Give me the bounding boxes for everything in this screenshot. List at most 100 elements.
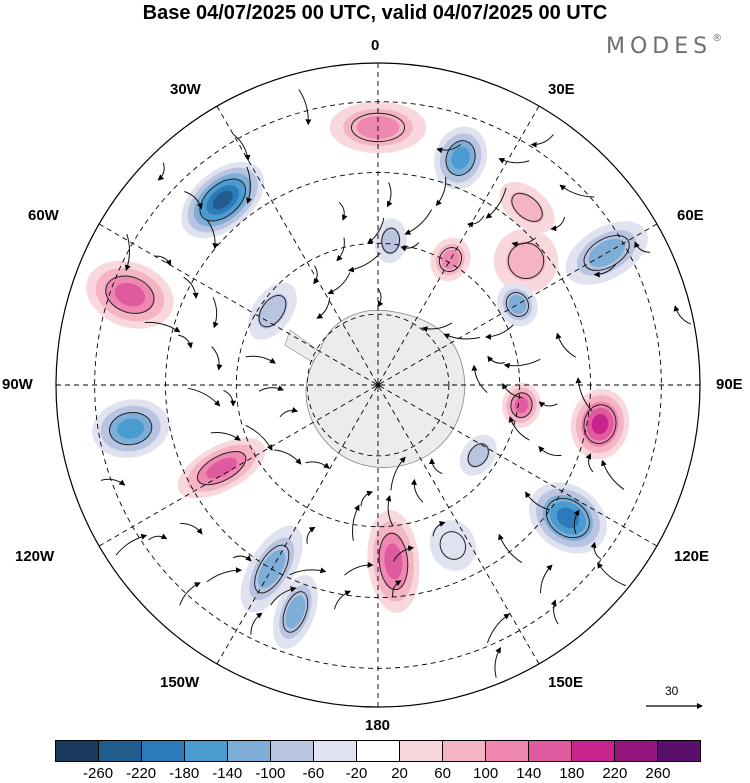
circulation-loop	[109, 411, 153, 446]
wind-vector	[484, 324, 514, 340]
brand-name: MODES	[606, 34, 713, 59]
circulation-loop	[510, 392, 533, 419]
lon-label-150w: 150W	[160, 674, 200, 691]
circulation-loop	[378, 532, 409, 591]
wind-vector	[206, 219, 219, 250]
colorbar-tick-label: 20	[391, 765, 408, 782]
colorbar-segment	[357, 741, 400, 761]
colorbar-segment	[486, 741, 529, 761]
wind-vector	[125, 233, 131, 272]
wind-vector	[270, 586, 297, 606]
circulation-loop	[445, 140, 476, 176]
wind-vector	[432, 521, 446, 537]
lon-label-90e: 90E	[716, 376, 743, 393]
wind-vector	[352, 504, 360, 541]
wind-vector	[211, 346, 223, 371]
colorbar-segment	[271, 741, 314, 761]
colorbar-tick-label: -220	[126, 765, 157, 782]
colorbar-tick-label: 140	[516, 765, 542, 782]
anomaly-contour	[591, 414, 609, 435]
circulation-loop	[199, 178, 247, 222]
wind-vector	[503, 358, 541, 369]
wind-vector	[327, 272, 351, 295]
graticule	[56, 63, 700, 707]
wind-vector	[279, 407, 299, 418]
south-pole-marker	[376, 383, 380, 387]
wind-vector	[443, 333, 481, 340]
colorbar-segment	[658, 741, 700, 761]
wind-vector	[550, 599, 559, 625]
colorbar-tick-label: 220	[602, 765, 628, 782]
anomaly-contour	[506, 240, 546, 281]
wind-vector	[232, 555, 252, 562]
circulation-loop	[258, 294, 287, 328]
colorbar-tick-label: -140	[212, 765, 243, 782]
colorbar-segment	[56, 741, 99, 761]
colorbar-tick-label: -20	[345, 765, 368, 782]
wind-vector	[575, 377, 593, 412]
anomaly-contour	[510, 191, 545, 224]
wind-vector	[673, 305, 692, 325]
anomaly-contour	[429, 520, 476, 571]
wind-vector	[597, 562, 626, 587]
wind-vector	[338, 201, 348, 221]
wind-vector	[274, 449, 302, 465]
wind-vector	[485, 187, 507, 219]
colorbar-segment	[142, 741, 185, 761]
circulation-loop	[511, 192, 543, 222]
vector-scale-label: 30	[665, 684, 679, 698]
anomaly-contour	[451, 147, 470, 170]
wind-vector	[210, 432, 241, 441]
wind-vector	[212, 297, 219, 329]
wind-vector	[250, 612, 263, 635]
wind-vector	[392, 545, 415, 562]
circulation-loop	[545, 497, 590, 539]
anomaly-contour	[212, 190, 233, 210]
circulation-loop	[282, 591, 309, 633]
colorbar-segment	[572, 741, 615, 761]
wind-vector	[404, 209, 433, 235]
wind-vector	[184, 190, 203, 210]
lon-label-90w: 90W	[2, 376, 33, 393]
anomaly-contour	[285, 595, 306, 629]
circulation-loop	[439, 531, 467, 560]
lon-label-60w: 60W	[28, 207, 59, 224]
wind-vector	[498, 533, 523, 564]
wind-vector	[305, 461, 330, 469]
wind-vector	[347, 252, 381, 273]
wind-vector	[298, 89, 312, 126]
wind-vector	[573, 509, 580, 535]
wind-vector	[183, 276, 199, 299]
wind-vector	[502, 382, 523, 399]
colorbar-tick-label: -100	[255, 765, 286, 782]
wind-vector	[377, 288, 384, 308]
map-boundary	[55, 62, 701, 708]
lon-label-180: 180	[365, 717, 391, 734]
wind-vector	[421, 322, 453, 333]
colorbar-ticks: -260 -220 -180 -140 -100 -60 -20 20 60 100 140 180 2…	[55, 765, 701, 783]
colorbar-tick-label: 260	[645, 765, 671, 782]
wind-vector	[494, 647, 501, 678]
wind-vector	[593, 263, 617, 278]
colorbar-segment	[529, 741, 572, 761]
wind-vector	[313, 265, 320, 285]
wind-vector	[100, 478, 126, 486]
wind-vector	[289, 567, 327, 576]
lon-label-120w: 120W	[15, 548, 55, 565]
brand-mark: ®	[712, 32, 723, 44]
lon-label-60e: 60E	[677, 207, 704, 224]
colorbar-segment	[228, 741, 271, 761]
circulation-loop	[105, 275, 155, 314]
colorbar-tick-label: 180	[559, 765, 585, 782]
wind-vector	[538, 446, 562, 457]
wind-vector	[187, 387, 221, 407]
wind-vector	[511, 237, 537, 248]
wind-vector	[559, 184, 595, 198]
wind-vector	[634, 241, 651, 253]
anomaly-field	[86, 101, 648, 649]
lon-label-150e: 150E	[548, 674, 584, 691]
wind-vector	[435, 176, 447, 207]
colorbar-segment	[400, 741, 443, 761]
wind-vector	[180, 523, 203, 535]
